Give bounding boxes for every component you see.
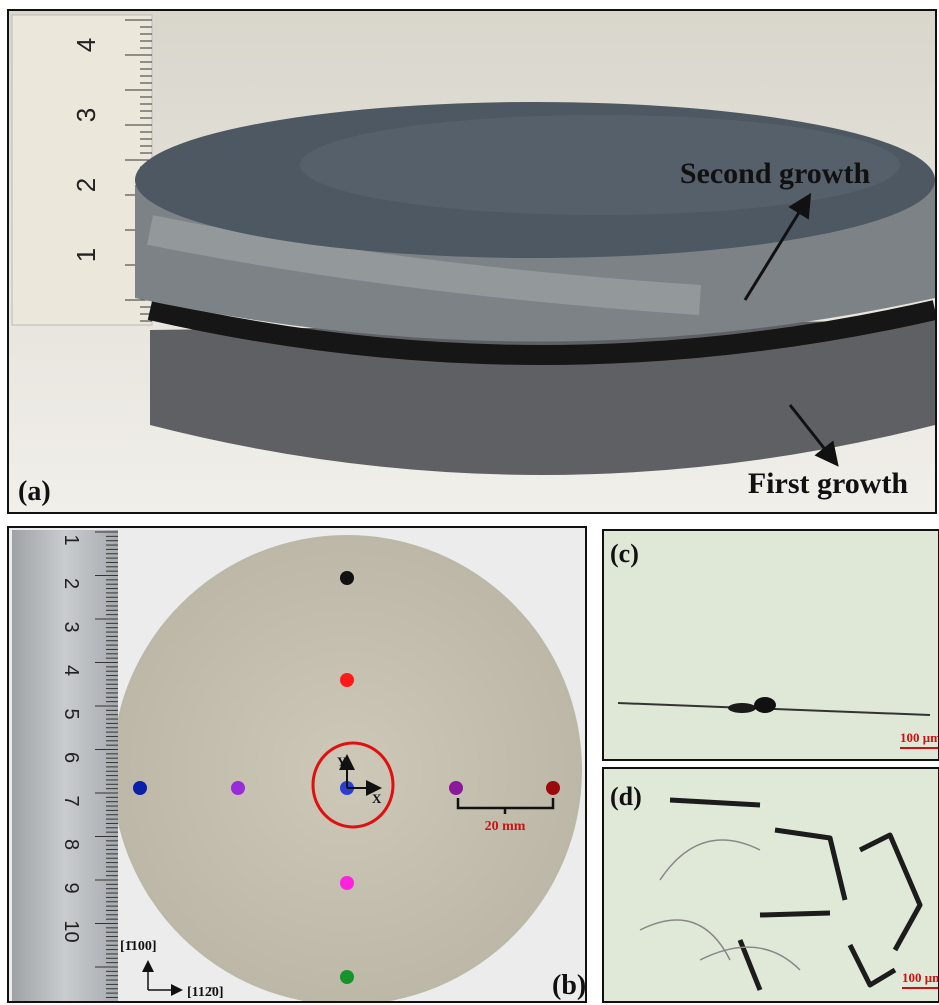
scale-bar: 100 μm xyxy=(902,970,939,985)
panel-label: (c) xyxy=(610,539,639,568)
ruler-label: 10 xyxy=(60,920,82,942)
ruler-label: 7 xyxy=(60,795,82,806)
panel-label: (b) xyxy=(552,970,586,1001)
ruler-label: 2 xyxy=(60,578,82,589)
panel-label: (a) xyxy=(18,476,51,507)
panel-label: (d) xyxy=(610,782,642,811)
ruler-label: 1 xyxy=(71,248,101,262)
ruler-label: 5 xyxy=(60,708,82,719)
ruler-label: 8 xyxy=(60,839,82,850)
figure: 1 2 3 4 Second growth First growth (a) 1 2 3 4… xyxy=(0,0,939,1005)
panel-c: (c) 100 μm xyxy=(604,531,939,759)
ruler-label: 1 xyxy=(60,534,82,545)
axis-label: X xyxy=(372,791,382,806)
panel-d: (d) 100 μm xyxy=(604,769,939,1001)
ruler-label: 4 xyxy=(60,665,82,676)
scale-bar: 100 μm xyxy=(900,730,939,745)
ruler-label: 4 xyxy=(71,38,101,52)
ruler-label: 2 xyxy=(71,178,101,192)
panel-b: 1 2 3 4 5 6 7 8 9 10 Y X 20 mm [1̄100] [112̄0] (b… xyxy=(9,528,586,1005)
direction: [112̄0] xyxy=(187,985,224,1000)
panel-a: 1 2 3 4 Second growth First growth (a) xyxy=(9,11,935,512)
ruler-label: 9 xyxy=(60,882,82,893)
scale-bar: 20 mm xyxy=(485,819,526,834)
annotation: First growth xyxy=(748,467,909,500)
direction: [1̄100] xyxy=(120,939,157,954)
ruler-label: 6 xyxy=(60,752,82,763)
axis-label: Y xyxy=(337,754,347,769)
page: {"panel_a": {"label": "(a)", "annotation… xyxy=(0,0,939,1005)
ruler-label: 3 xyxy=(60,621,82,632)
ruler-label: 3 xyxy=(71,108,101,122)
annotation: Second growth xyxy=(680,157,871,190)
